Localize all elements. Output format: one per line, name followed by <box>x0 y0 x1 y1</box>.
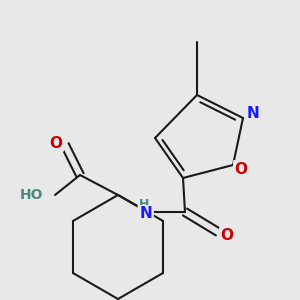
Text: O: O <box>50 136 62 151</box>
Text: O: O <box>235 161 248 176</box>
Text: H: H <box>139 197 149 211</box>
Text: HO: HO <box>20 188 43 202</box>
Text: N: N <box>247 106 260 122</box>
Text: N: N <box>140 206 152 221</box>
Text: O: O <box>220 229 233 244</box>
